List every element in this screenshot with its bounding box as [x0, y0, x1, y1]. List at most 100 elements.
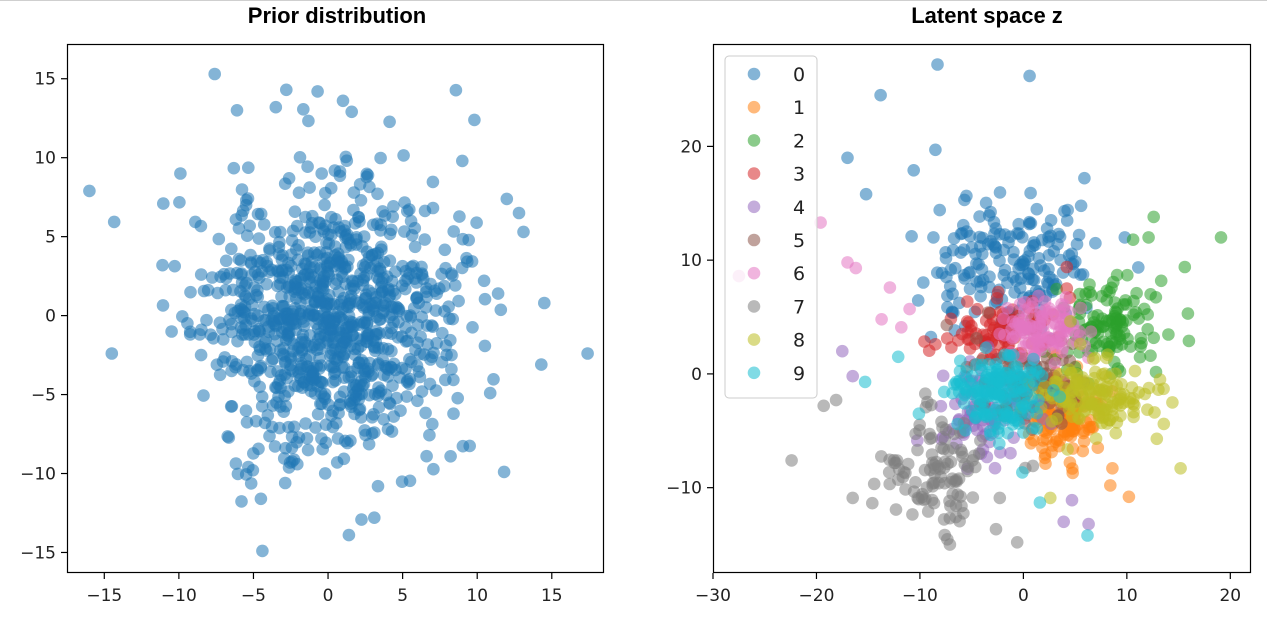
data-point: [963, 282, 977, 296]
data-point: [1096, 387, 1109, 401]
data-point: [1178, 260, 1192, 274]
legend-label: 4: [793, 197, 805, 219]
data-point: [1073, 337, 1087, 351]
data-point: [156, 299, 170, 312]
data-point: [338, 262, 352, 275]
data-point: [927, 231, 940, 244]
data-point: [943, 538, 957, 551]
data-point: [947, 427, 961, 441]
data-point: [315, 167, 329, 180]
data-point: [379, 296, 392, 310]
data-point: [1153, 373, 1167, 386]
data-point: [229, 457, 243, 470]
data-point: [1089, 236, 1102, 250]
data-point: [979, 341, 993, 355]
data-point: [240, 416, 254, 429]
data-point: [360, 167, 374, 181]
data-point: [332, 323, 346, 337]
data-point: [325, 409, 338, 422]
data-point: [374, 264, 387, 278]
data-point: [1114, 399, 1127, 412]
data-point: [404, 214, 418, 228]
data-point: [324, 349, 337, 363]
legend-label: 6: [793, 263, 805, 285]
data-point: [326, 420, 340, 434]
prior-distribution-panel: Prior distribution −15 −10 −5 0 5 10 15−15−10−…: [20, 3, 605, 606]
data-point: [1142, 381, 1156, 395]
data-point: [271, 365, 284, 378]
data-point: [1078, 171, 1091, 185]
data-point: [461, 255, 474, 268]
data-point: [965, 369, 979, 383]
data-point: [292, 349, 306, 363]
data-point: [374, 224, 387, 237]
data-point: [229, 358, 243, 371]
series-0: [841, 58, 1145, 366]
data-point: [951, 417, 964, 431]
data-point: [339, 150, 353, 164]
data-point: [303, 349, 317, 362]
data-point: [239, 404, 253, 418]
data-point: [348, 407, 361, 421]
data-point: [1002, 236, 1015, 249]
data-point: [228, 306, 242, 320]
data-point: [1148, 406, 1161, 419]
data-point: [383, 115, 396, 129]
data-point: [282, 280, 296, 294]
data-point: [1089, 432, 1103, 446]
data-point: [1044, 214, 1058, 227]
data-point: [320, 236, 333, 250]
data-point: [301, 160, 314, 173]
y-tick-label: −10: [20, 465, 56, 485]
data-point: [239, 468, 253, 481]
data-point: [429, 304, 443, 317]
data-point: [401, 204, 414, 218]
data-point: [168, 259, 181, 273]
data-point: [217, 267, 231, 281]
data-point: [1082, 423, 1096, 436]
data-point: [953, 364, 967, 378]
data-point: [1081, 529, 1094, 542]
data-point: [538, 296, 551, 310]
data-point: [295, 336, 308, 349]
data-point: [290, 243, 303, 256]
x-tick-label: −20: [799, 586, 835, 606]
data-point: [1020, 387, 1033, 400]
plot-frame: [712, 43, 1252, 574]
data-point: [913, 418, 926, 432]
data-point: [392, 303, 406, 316]
data-point: [1085, 397, 1098, 411]
data-point: [456, 154, 469, 168]
y-tick-label: 10: [34, 149, 56, 169]
data-point: [1065, 493, 1079, 507]
data-point: [975, 263, 989, 276]
data-point: [1036, 441, 1049, 455]
data-point: [165, 325, 178, 338]
data-point: [426, 175, 440, 189]
legend-marker: [747, 167, 761, 180]
data-point: [989, 222, 1002, 235]
data-point: [445, 267, 458, 280]
data-point: [410, 276, 423, 289]
data-point: [1147, 331, 1160, 345]
data-point: [359, 428, 372, 442]
legend-label: 0: [793, 64, 805, 86]
data-point: [313, 362, 326, 375]
series-0: [83, 67, 594, 558]
data-point: [399, 363, 412, 376]
data-point: [407, 259, 420, 273]
legend-marker: [747, 333, 761, 346]
data-point: [974, 289, 987, 303]
data-point: [1076, 444, 1090, 458]
data-point: [982, 209, 996, 222]
data-point: [371, 358, 385, 372]
data-point: [1074, 199, 1088, 213]
data-point: [940, 332, 954, 345]
data-point: [360, 269, 373, 282]
data-point: [1128, 364, 1142, 378]
data-point: [1132, 386, 1146, 399]
data-point: [1007, 348, 1020, 362]
data-point: [1026, 239, 1040, 253]
data-point: [275, 290, 288, 304]
data-point: [470, 216, 483, 229]
